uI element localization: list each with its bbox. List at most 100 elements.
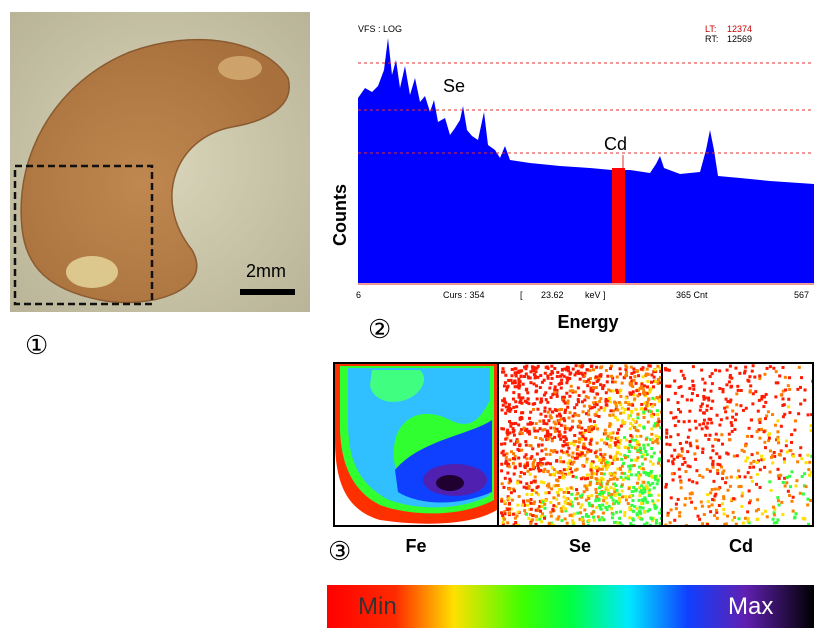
- map-pixel: [706, 422, 709, 425]
- map-pixel: [788, 494, 791, 497]
- map-pixel: [640, 484, 643, 487]
- map-pixel: [506, 409, 509, 412]
- map-pixel: [710, 421, 713, 424]
- map-pixel: [573, 406, 576, 409]
- scale-bar: [240, 289, 295, 295]
- map-pixel: [778, 453, 781, 456]
- map-pixel: [598, 374, 601, 377]
- map-pixel: [566, 450, 569, 453]
- map-pixel: [514, 521, 517, 524]
- map-pixel: [588, 519, 591, 522]
- map-pixel: [782, 415, 785, 418]
- map-pixel: [639, 387, 642, 390]
- colorbar-min: Min: [358, 593, 397, 620]
- map-pixel: [726, 417, 729, 420]
- map-pixel: [624, 401, 627, 404]
- map-pixel: [508, 478, 511, 481]
- map-pixel: [560, 408, 563, 411]
- map-pixel: [724, 410, 727, 413]
- map-pixel: [702, 422, 705, 425]
- map-pixel: [670, 411, 673, 414]
- map-pixel: [613, 474, 616, 477]
- map-pixel: [646, 368, 649, 371]
- map-pixel: [650, 475, 653, 478]
- map-pixel: [515, 405, 518, 408]
- map-pixel: [641, 375, 644, 378]
- map-pixel: [700, 500, 703, 503]
- map-pixel: [649, 460, 652, 463]
- map-pixel: [512, 452, 515, 455]
- map-pixel: [679, 442, 682, 445]
- map-pixel: [670, 454, 673, 457]
- map-pixel: [699, 405, 702, 408]
- map-pixel: [683, 504, 686, 507]
- map-pixel: [628, 508, 631, 511]
- map-pixel: [595, 455, 598, 458]
- map-pixel: [514, 400, 517, 403]
- map-pixel: [528, 417, 531, 420]
- map-pixel: [721, 388, 724, 391]
- map-pixel: [531, 447, 534, 450]
- map-pixel: [589, 369, 592, 372]
- map-pixel: [643, 488, 646, 491]
- map-pixel: [560, 471, 563, 474]
- map-pixel: [787, 384, 790, 387]
- map-pixel: [710, 407, 713, 410]
- map-pixel: [776, 468, 779, 471]
- spectrum: VFS : LOG LT: 12374 RT: 12569 Se Cd Coun…: [330, 24, 814, 344]
- map-pixel: [503, 453, 506, 456]
- map-pixel: [608, 505, 611, 508]
- map-pixel: [688, 410, 691, 413]
- map-pixel: [507, 497, 510, 500]
- map-pixel: [592, 511, 595, 514]
- map-pixel: [650, 381, 653, 384]
- map-pixel: [536, 429, 539, 432]
- map-pixel: [555, 451, 558, 454]
- map-pixel: [544, 435, 547, 438]
- map-pixel: [633, 379, 636, 382]
- map-pixel: [733, 428, 736, 431]
- map-pixel: [543, 379, 546, 382]
- map-pixel: [619, 389, 622, 392]
- map-pixel: [589, 442, 592, 445]
- map-pixel: [532, 408, 535, 411]
- map-pixel: [577, 445, 580, 448]
- map-pixel: [613, 487, 616, 490]
- map-pixel: [535, 515, 538, 518]
- map-pixel: [764, 417, 767, 420]
- map-pixel: [624, 408, 627, 411]
- map-pixel: [596, 403, 599, 406]
- map-pixel: [725, 452, 728, 455]
- map-pixel: [782, 481, 785, 484]
- map-pixel: [737, 389, 740, 392]
- footer: 23.62: [541, 290, 564, 300]
- map-pixel: [598, 459, 601, 462]
- map-pixel: [632, 367, 635, 370]
- map-pixel: [516, 440, 519, 443]
- map-pixel: [795, 512, 798, 515]
- map-pixel: [560, 450, 563, 453]
- map-pixel: [778, 374, 781, 377]
- map-pixel: [595, 506, 598, 509]
- map-pixel: [502, 404, 505, 407]
- map-pixel: [610, 375, 613, 378]
- map-pixel: [535, 370, 538, 373]
- map-pixel: [524, 440, 527, 443]
- map-pixel: [508, 502, 511, 505]
- map-pixel: [780, 449, 783, 452]
- map-pixel: [540, 397, 543, 400]
- map-pixel: [758, 421, 761, 424]
- map-pixel: [565, 381, 568, 384]
- map-pixel: [701, 448, 704, 451]
- map-pixel: [764, 446, 767, 449]
- map-pixel: [742, 409, 745, 412]
- map-pixel: [636, 369, 639, 372]
- map-pixel: [564, 411, 567, 414]
- map-pixel: [629, 494, 632, 497]
- map-pixel: [636, 482, 639, 485]
- map-pixel: [801, 475, 804, 478]
- map-pixel: [619, 367, 622, 370]
- map-pixel: [578, 453, 581, 456]
- map-pixel: [570, 514, 573, 517]
- map-pixel: [627, 477, 630, 480]
